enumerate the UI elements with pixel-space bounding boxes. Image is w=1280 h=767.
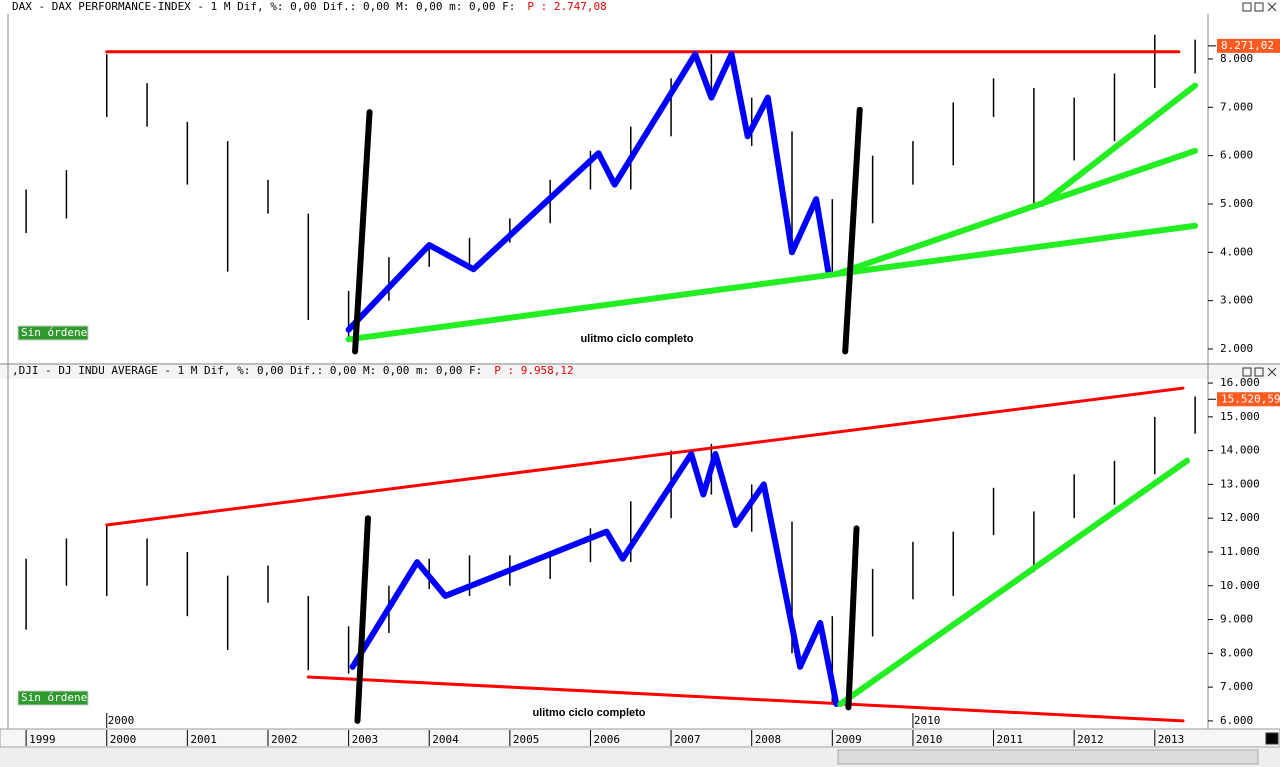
drawn-line: [345, 51, 832, 333]
x-tick-label: 2013: [1158, 733, 1185, 746]
y-tick-label: 9.000: [1220, 613, 1253, 626]
drawn-line: [833, 222, 1199, 278]
x-tick-label: 2006: [593, 733, 620, 746]
drawn-line: [845, 525, 860, 711]
panel-title: ,DJI - DJ INDU AVERAGE - 1 M Dif, %: 0,0…: [12, 364, 482, 377]
orders-badge-label: Sin órdenes: [21, 326, 94, 339]
y-tick-label: 6.000: [1220, 149, 1253, 162]
y-tick-label: 8.000: [1220, 52, 1253, 65]
x-tick-label: 2011: [997, 733, 1024, 746]
window-buttons[interactable]: [1242, 2, 1279, 745]
x-tick-label: 2000: [110, 733, 137, 746]
drawn-line: [1038, 82, 1199, 207]
drawn-line: [349, 451, 840, 708]
price-tag: [1217, 392, 1280, 407]
y-tick-label: 8.000: [1220, 646, 1253, 659]
drawn-line: [833, 147, 1199, 278]
x-tick-label: 2001: [190, 733, 217, 746]
y-tick-label: 6.000: [1220, 714, 1253, 727]
x-tick-label: 2008: [755, 733, 782, 746]
price-tag-label: 15.520,59: [1221, 392, 1280, 405]
drawn-line: [842, 106, 863, 355]
orders-badge-label: Sin órdenes: [21, 691, 94, 704]
x-tick-label: 2003: [352, 733, 379, 746]
drawn-line: [345, 271, 840, 343]
scrollbar-thumb[interactable]: [837, 749, 1259, 765]
era-mark-label: 2000: [108, 714, 135, 727]
x-tick-label: 2012: [1077, 733, 1104, 746]
x-tick-label: 2009: [835, 733, 862, 746]
x-tick-label: 2007: [674, 733, 701, 746]
panel-header: [0, 363, 1280, 379]
y-tick-label: 11.000: [1220, 545, 1260, 558]
y-tick-label: 10.000: [1220, 579, 1260, 592]
y-tick-label: 3.000: [1220, 294, 1253, 307]
panel-header: [0, 0, 1280, 14]
x-tick-label: 2004: [432, 733, 459, 746]
annotation: ulitmo ciclo completo: [580, 333, 693, 345]
y-tick-label: 13.000: [1220, 477, 1260, 490]
y-tick-label: 12.000: [1220, 511, 1260, 524]
x-tick-label: 2010: [916, 733, 943, 746]
y-tick-label: 5.000: [1220, 197, 1253, 210]
y-tick-label: 4.000: [1220, 245, 1253, 258]
drawn-line: [352, 109, 373, 355]
y-tick-label: 15.000: [1220, 410, 1260, 423]
drawn-line: [105, 386, 1185, 527]
y-tick-label: 16.000: [1220, 376, 1260, 389]
price-tag-label: 8.271,02: [1221, 39, 1274, 52]
drawn-line: [354, 515, 371, 724]
header-price: P : 2.747,08: [527, 0, 606, 13]
price-tag: [1217, 38, 1280, 53]
era-mark-label: 2010: [914, 714, 941, 727]
annotation: ulitmo ciclo completo: [532, 707, 645, 719]
panel-title: DAX - DAX PERFORMANCE-INDEX - 1 M Dif, %…: [12, 0, 515, 13]
y-tick-label: 14.000: [1220, 444, 1260, 457]
y-tick-label: 7.000: [1220, 100, 1253, 113]
y-tick-label: 2.000: [1220, 342, 1253, 355]
x-axis-bar: [0, 728, 1280, 748]
drawn-line: [837, 457, 1191, 708]
y-tick-label: 7.000: [1220, 680, 1253, 693]
drawn-line: [306, 675, 1185, 723]
x-tick-label: 2002: [271, 733, 298, 746]
orders-badge: [17, 690, 89, 706]
header-price: P : 9.958,12: [494, 364, 573, 377]
orders-badge: [17, 325, 89, 341]
x-tick-label: 2005: [513, 733, 540, 746]
x-tick-label: 1999: [29, 733, 56, 746]
